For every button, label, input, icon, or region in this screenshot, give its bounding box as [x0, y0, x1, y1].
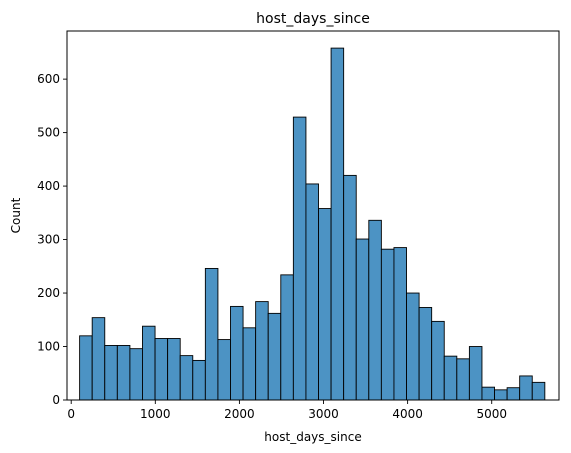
histogram-bar — [468, 346, 483, 401]
histogram-bar — [494, 389, 508, 401]
histogram-bar — [129, 348, 143, 401]
x-tick-label: 1000 — [140, 407, 171, 421]
y-tick-label: 400 — [37, 179, 60, 193]
histogram-bar — [179, 355, 194, 401]
histogram-bar — [292, 116, 307, 401]
y-tick-label: 100 — [37, 340, 60, 354]
histogram-bar — [506, 387, 521, 401]
y-tick-label: 500 — [37, 126, 60, 140]
histogram-bar — [431, 320, 445, 401]
y-tick-label: 300 — [37, 233, 60, 247]
y-tick-label: 600 — [37, 72, 60, 86]
plot-frame — [66, 30, 560, 401]
histogram-bar — [104, 345, 118, 401]
histogram-bar — [79, 335, 93, 401]
x-tick-label: 0 — [67, 407, 75, 421]
histogram-bar — [330, 47, 345, 401]
histogram-bar — [230, 305, 244, 401]
histogram-bar — [305, 183, 319, 401]
histogram-bar — [318, 208, 332, 401]
histogram-bar — [217, 339, 231, 401]
x-tick-label: 2000 — [224, 407, 255, 421]
histogram-bar — [154, 338, 169, 401]
x-axis-label: host_days_since — [264, 430, 361, 444]
chart-title: host_days_since — [256, 11, 370, 27]
histogram-bar — [267, 312, 282, 401]
x-tick-label: 4000 — [392, 407, 423, 421]
histogram-bar — [519, 375, 533, 401]
histogram-bar — [380, 248, 395, 401]
histogram-bar — [204, 267, 219, 401]
x-tick-label: 5000 — [476, 407, 507, 421]
histogram-bar — [481, 386, 495, 401]
bars-group — [79, 47, 546, 401]
x-tick-label: 3000 — [308, 407, 339, 421]
histogram-bar — [167, 338, 181, 401]
histogram-bar — [91, 317, 106, 401]
histogram-bar — [255, 301, 269, 401]
y-tick-label: 0 — [52, 393, 60, 407]
histogram-bar — [456, 358, 470, 401]
histogram-bar — [116, 345, 131, 401]
histogram-bar — [355, 238, 370, 401]
histogram-bar — [531, 381, 546, 401]
y-axis-ticks: 0 100 200 300 400 500 600 — [37, 72, 67, 407]
histogram-bar — [142, 325, 156, 401]
histogram-bar — [280, 274, 294, 401]
histogram-bar — [393, 247, 407, 401]
x-axis-ticks: 0 1000 2000 3000 4000 5000 — [67, 400, 507, 421]
y-axis-label: Count — [9, 197, 23, 233]
histogram-bar — [406, 292, 420, 401]
histogram-bar — [418, 307, 433, 401]
histogram-bar — [242, 327, 257, 401]
histogram-bar — [368, 219, 382, 401]
histogram-bar — [192, 359, 206, 401]
y-tick-label: 200 — [37, 286, 60, 300]
histogram-bar — [343, 174, 357, 401]
histogram-bar — [443, 355, 458, 401]
